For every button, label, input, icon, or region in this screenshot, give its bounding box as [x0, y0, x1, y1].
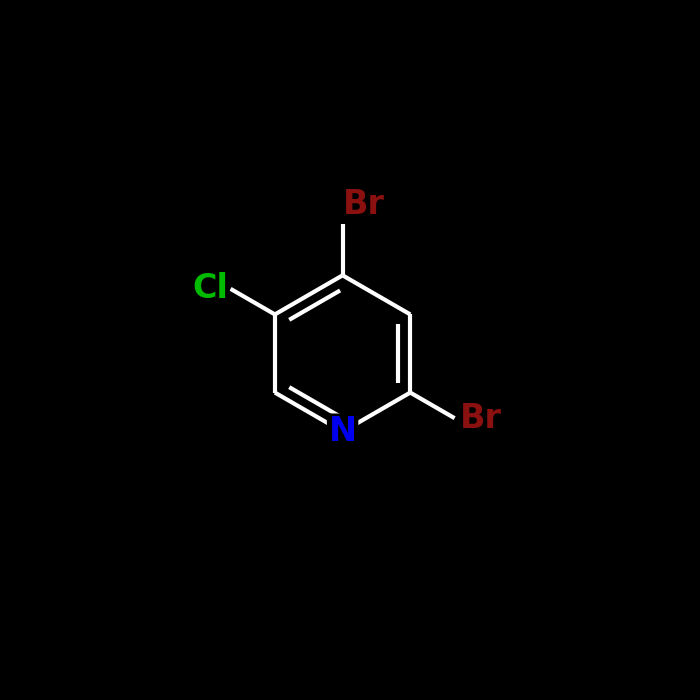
Text: N: N	[328, 415, 356, 448]
Text: Cl: Cl	[192, 272, 228, 305]
Text: Br: Br	[460, 402, 502, 435]
Text: Br: Br	[342, 188, 384, 221]
